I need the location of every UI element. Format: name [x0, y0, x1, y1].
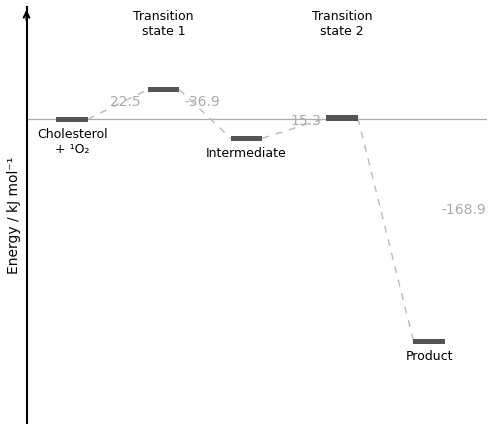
Y-axis label: Energy / kJ mol⁻¹: Energy / kJ mol⁻¹	[7, 157, 21, 273]
Text: -168.9: -168.9	[441, 203, 486, 217]
Text: Product: Product	[406, 350, 453, 363]
Bar	[326, 115, 358, 121]
Text: Transition
state 1: Transition state 1	[134, 9, 194, 37]
Bar	[231, 135, 262, 141]
Text: 15.3: 15.3	[290, 114, 322, 128]
Text: Cholesterol
+ ¹O₂: Cholesterol + ¹O₂	[37, 129, 108, 157]
Bar	[56, 117, 88, 122]
Text: Transition
state 2: Transition state 2	[312, 9, 372, 37]
Bar	[414, 338, 445, 344]
Text: -36.9: -36.9	[184, 95, 220, 109]
Text: Intermediate: Intermediate	[206, 147, 287, 160]
Text: 22.5: 22.5	[110, 95, 141, 109]
Bar	[148, 87, 180, 92]
